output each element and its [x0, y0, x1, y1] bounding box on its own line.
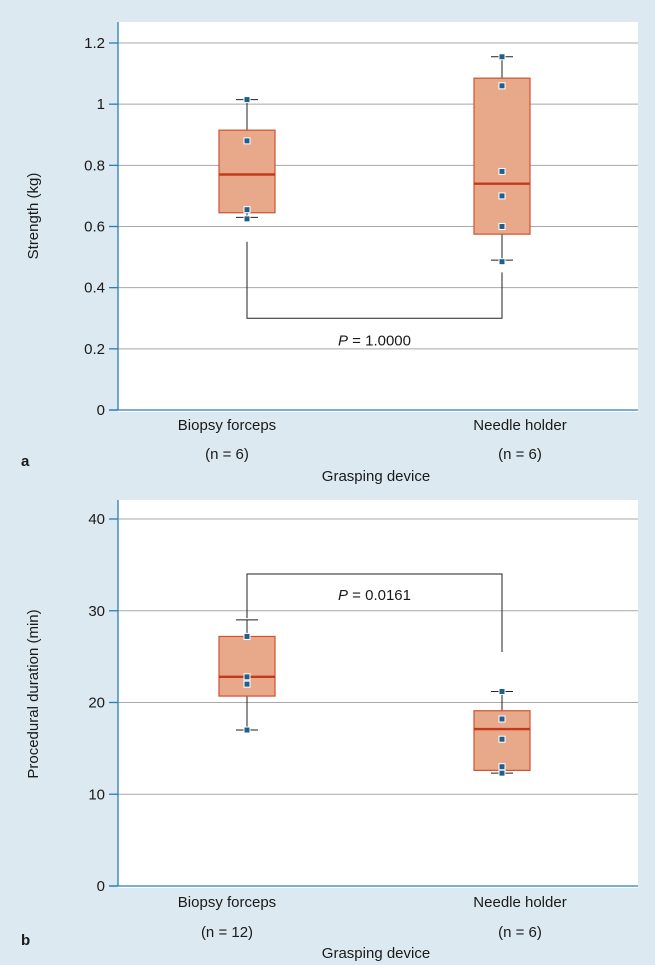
panel-a-plot-area: [118, 22, 638, 412]
panel-b-plot-area: [118, 500, 638, 888]
panel-a-data-point-1-3: [243, 137, 251, 145]
panel-a-category-n-1: (n = 6): [205, 446, 249, 463]
panel-b-y-axis-title: Procedural duration (min): [25, 609, 42, 778]
panel-a-data-point-1-1: [243, 215, 251, 223]
panel-b-significance-bracket: [246, 573, 503, 653]
panel-a-chart: 0 0.2 0.4 0.6 0.8 1 1.2 P = 1.0000 Strength (kg…: [21, 22, 638, 485]
panel-b-y-tick-label-4: 40: [88, 511, 105, 528]
panel-a-data-point-1-2: [243, 206, 251, 214]
panel-b-category-n-2: (n = 6): [498, 924, 542, 941]
panel-a-y-tick-label-6: 1.2: [84, 35, 105, 52]
panel-b-y-tick-label-3: 30: [88, 603, 105, 620]
panel-a-y-tick-label-4: 0.8: [84, 157, 105, 174]
panel-a-y-tick-label-2: 0.4: [84, 280, 105, 297]
panel-b-y-tick-label-2: 20: [88, 695, 105, 712]
panel-b-data-point-1-3: [243, 673, 251, 681]
panel-a-data-point-2-4: [498, 167, 506, 175]
panel-a-category-label-2: Needle holder: [473, 417, 566, 434]
panel-b-data-point-2-1: [498, 769, 506, 777]
panel-a-data-point-2-1: [498, 258, 506, 266]
panel-b-data-point-2-5: [498, 687, 506, 695]
panel-a-y-tick-label-3: 0.6: [84, 219, 105, 236]
panel-b-p-value-label: P = 0.0161: [338, 587, 411, 604]
panel-a-data-point-2-3: [498, 192, 506, 200]
panel-b-category-label-1: Biopsy forceps: [178, 894, 276, 911]
panel-b-category-n-1: (n = 12): [201, 924, 253, 941]
panel-a-data-point-2-6: [498, 53, 506, 61]
panel-a-significance-bracket: [246, 241, 503, 319]
panel-a-letter: a: [21, 453, 30, 470]
panel-a-y-axis-title: Strength (kg): [25, 173, 42, 260]
panel-b-data-point-1-1: [243, 726, 251, 734]
panel-b-data-point-2-2: [498, 763, 506, 771]
panel-b-data-point-1-4: [243, 632, 251, 640]
panel-b-data-point-1-2: [243, 680, 251, 688]
panel-b-x-axis-title: Grasping device: [322, 945, 430, 962]
panel-a-x-axis-title: Grasping device: [322, 468, 430, 485]
panel-a-data-point-2-2: [498, 223, 506, 230]
panel-b-data-point-2-4: [498, 715, 506, 723]
panel-a-p-value-label: P = 1.0000: [338, 332, 411, 349]
panel-a-data-point-1-4: [243, 96, 251, 104]
panel-a-y-tick-label-5: 1: [97, 96, 105, 113]
panel-b-y-tick-label-1: 10: [88, 786, 105, 803]
panel-b-category-label-2: Needle holder: [473, 894, 566, 911]
panel-b-letter: b: [21, 932, 30, 949]
panel-a-category-label-1: Biopsy forceps: [178, 417, 276, 434]
panel-a-data-point-2-5: [498, 82, 506, 90]
panel-a-y-tick-label-0: 0: [97, 402, 105, 419]
panel-b-chart: 0 10 20 30 40 P = 0.0161 Procedural duration …: [21, 500, 638, 962]
panel-a-box-2: [473, 77, 531, 235]
panel-b-y-tick-label-0: 0: [97, 878, 105, 895]
panel-a-y-tick-label-1: 0.2: [84, 341, 105, 358]
panel-b-data-point-2-3: [498, 735, 506, 743]
panel-a-category-n-2: (n = 6): [498, 446, 542, 463]
